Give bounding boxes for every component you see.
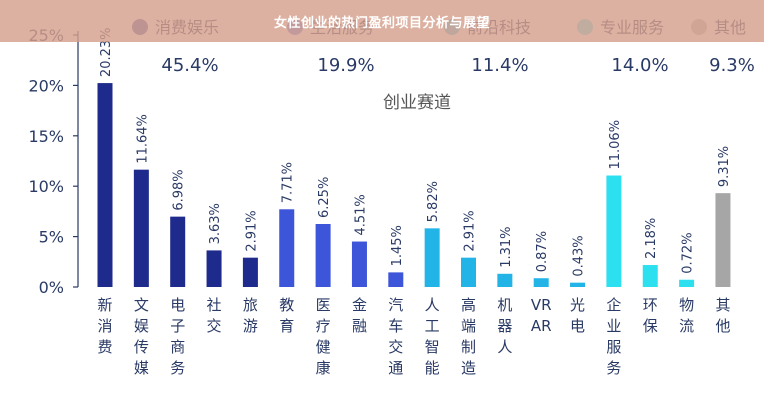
y-tick-label: 15% — [28, 127, 64, 146]
category-label: 金融 — [352, 296, 367, 335]
bar — [315, 224, 331, 287]
group-share-value: 14.0% — [611, 55, 668, 76]
bar — [533, 278, 549, 287]
category-label: 医疗健康 — [316, 296, 331, 377]
category-label: 社交 — [207, 296, 222, 335]
bar — [679, 279, 695, 287]
category-label: 文娱传媒 — [134, 296, 149, 377]
bar — [424, 228, 440, 287]
bar-value-label: 4.51% — [353, 194, 368, 235]
bar-value-label: 11.06% — [608, 120, 623, 170]
bar — [388, 272, 404, 287]
title-banner: 女性创业的热门盈利项目分析与展望 — [0, 0, 764, 42]
bar — [97, 83, 113, 287]
bar — [206, 250, 222, 287]
bar — [642, 265, 658, 287]
bar — [570, 282, 586, 287]
y-tick-label: 10% — [28, 177, 64, 196]
category-label: VR AR — [531, 296, 552, 335]
y-tick-label: 0% — [39, 278, 64, 297]
group-share-value: 9.3% — [709, 55, 755, 76]
chart-title: 女性创业的热门盈利项目分析与展望 — [273, 16, 490, 31]
category-label: 人工智能 — [425, 296, 440, 377]
bar — [351, 241, 367, 287]
bar-value-label: 2.18% — [644, 218, 659, 259]
bar-value-label: 0.87% — [535, 231, 550, 272]
category-label: 高端制造 — [461, 296, 476, 377]
bar-value-label: 2.91% — [244, 210, 259, 251]
bar — [170, 216, 186, 287]
category-label: 机器人 — [497, 296, 512, 356]
category-label: 企业服务 — [606, 296, 621, 377]
category-label: 物流 — [679, 296, 694, 335]
category-label: 新消费 — [97, 296, 112, 356]
bar — [279, 209, 295, 287]
bar — [133, 169, 149, 287]
category-label: 环保 — [643, 296, 658, 335]
bar-value-label: 3.63% — [208, 203, 223, 244]
bar — [461, 257, 476, 287]
category-label: 其他 — [715, 296, 730, 335]
bar — [715, 193, 731, 287]
bar-value-label: 9.31% — [717, 146, 732, 187]
category-label: 光电 — [570, 296, 585, 335]
bar-value-label: 5.82% — [426, 181, 441, 222]
bar — [606, 175, 622, 287]
bar — [242, 257, 258, 287]
bar-value-label: 2.91% — [463, 210, 478, 251]
y-tick-label: 20% — [28, 76, 64, 95]
bar-value-label: 6.98% — [172, 169, 187, 210]
bar-value-label: 1.31% — [499, 226, 514, 267]
group-share-value: 11.4% — [471, 55, 528, 76]
bar-value-label: 0.43% — [572, 235, 587, 276]
bar-value-label: 11.64% — [135, 114, 150, 164]
bar-value-label: 1.45% — [390, 225, 405, 266]
bar-value-label: 0.72% — [681, 232, 696, 273]
chart-center-label: 创业赛道 — [383, 92, 451, 113]
bar — [497, 273, 513, 287]
category-label: 教育 — [279, 296, 294, 335]
category-label: 旅游 — [243, 296, 258, 335]
group-share-value: 45.4% — [161, 55, 218, 76]
category-label: 电子商务 — [170, 296, 185, 377]
bar-value-label: 6.25% — [317, 177, 332, 218]
category-label: 汽车交通 — [388, 296, 403, 377]
bar-value-label: 7.71% — [281, 162, 296, 203]
y-tick-label: 5% — [39, 228, 64, 247]
group-share-value: 19.9% — [317, 55, 374, 76]
